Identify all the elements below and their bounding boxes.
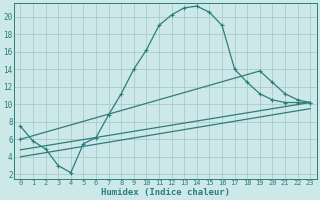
X-axis label: Humidex (Indice chaleur): Humidex (Indice chaleur) [101, 188, 230, 197]
